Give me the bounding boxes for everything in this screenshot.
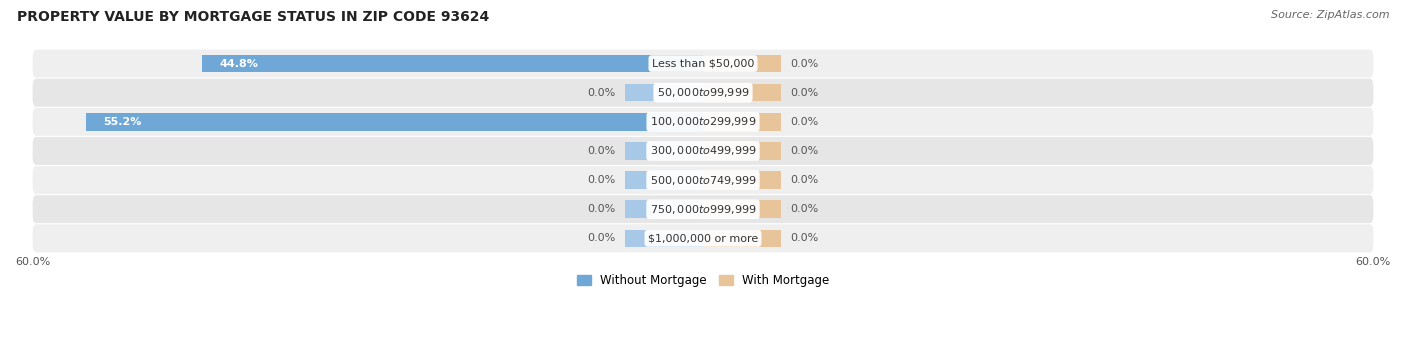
Text: 0.0%: 0.0% xyxy=(790,88,818,98)
Text: 55.2%: 55.2% xyxy=(103,117,142,127)
FancyBboxPatch shape xyxy=(32,224,1374,252)
Text: 0.0%: 0.0% xyxy=(588,204,616,214)
Text: $300,000 to $499,999: $300,000 to $499,999 xyxy=(650,144,756,157)
Text: 0.0%: 0.0% xyxy=(790,175,818,185)
Bar xyxy=(703,142,782,160)
Text: 0.0%: 0.0% xyxy=(790,117,818,127)
Text: 0.0%: 0.0% xyxy=(790,204,818,214)
Bar xyxy=(703,84,782,101)
Text: 0.0%: 0.0% xyxy=(790,233,818,243)
Legend: Without Mortgage, With Mortgage: Without Mortgage, With Mortgage xyxy=(572,269,834,292)
Text: 0.0%: 0.0% xyxy=(588,88,616,98)
Text: $750,000 to $999,999: $750,000 to $999,999 xyxy=(650,203,756,216)
FancyBboxPatch shape xyxy=(32,137,1374,165)
Text: Less than $50,000: Less than $50,000 xyxy=(652,58,754,69)
Text: 0.0%: 0.0% xyxy=(588,146,616,156)
FancyBboxPatch shape xyxy=(32,108,1374,136)
Text: 0.0%: 0.0% xyxy=(588,175,616,185)
Bar xyxy=(624,230,703,247)
Bar xyxy=(703,113,782,131)
FancyBboxPatch shape xyxy=(32,50,1374,78)
FancyBboxPatch shape xyxy=(32,79,1374,107)
Bar xyxy=(703,171,782,189)
Bar xyxy=(703,230,782,247)
Text: 44.8%: 44.8% xyxy=(219,58,259,69)
Text: $50,000 to $99,999: $50,000 to $99,999 xyxy=(657,86,749,99)
Text: $500,000 to $749,999: $500,000 to $749,999 xyxy=(650,174,756,187)
Text: 0.0%: 0.0% xyxy=(790,146,818,156)
Bar xyxy=(86,113,703,131)
Bar xyxy=(624,171,703,189)
Text: 0.0%: 0.0% xyxy=(588,233,616,243)
Text: Source: ZipAtlas.com: Source: ZipAtlas.com xyxy=(1271,10,1389,20)
Text: 0.0%: 0.0% xyxy=(790,58,818,69)
Bar xyxy=(202,55,703,72)
Text: $100,000 to $299,999: $100,000 to $299,999 xyxy=(650,115,756,128)
Bar xyxy=(624,142,703,160)
Text: PROPERTY VALUE BY MORTGAGE STATUS IN ZIP CODE 93624: PROPERTY VALUE BY MORTGAGE STATUS IN ZIP… xyxy=(17,10,489,24)
Text: $1,000,000 or more: $1,000,000 or more xyxy=(648,233,758,243)
Bar xyxy=(703,55,782,72)
Bar xyxy=(703,201,782,218)
FancyBboxPatch shape xyxy=(32,195,1374,223)
FancyBboxPatch shape xyxy=(32,166,1374,194)
Bar xyxy=(624,84,703,101)
Bar xyxy=(624,201,703,218)
